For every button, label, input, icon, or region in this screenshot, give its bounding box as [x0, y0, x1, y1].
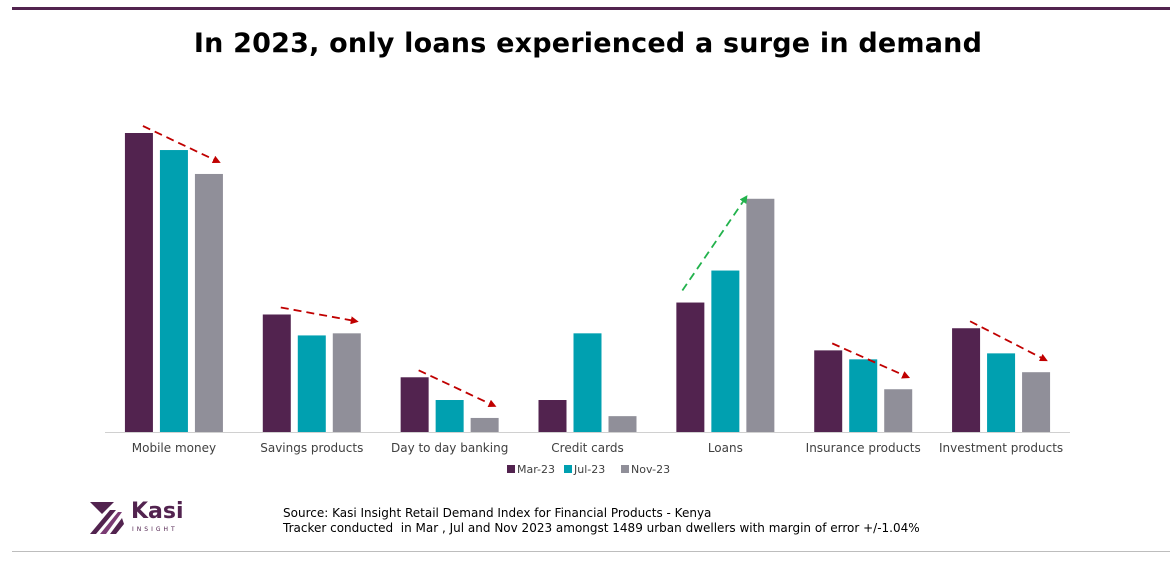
legend-swatch-jul-23 — [564, 465, 572, 473]
bar-nov-23-0 — [194, 173, 223, 432]
bar-jul-23-0 — [159, 150, 188, 432]
bar-nov-23-5 — [884, 389, 913, 432]
kasi-logo: Kasi INSIGHT — [88, 500, 198, 540]
x-axis-labels: Mobile money Savings products Day to day b… — [132, 441, 1063, 455]
bar-mar-23-1 — [262, 314, 291, 432]
bottom-rule — [12, 551, 1170, 552]
bar-jul-23-6 — [987, 353, 1016, 432]
trend-arrow-down-0 — [142, 125, 221, 164]
bar-nov-23-4 — [746, 198, 775, 432]
legend-label-jul-23: Jul-23 — [573, 463, 605, 476]
bar-mar-23-3 — [538, 400, 567, 432]
bars-group — [124, 133, 1051, 432]
bar-jul-23-2 — [435, 400, 464, 432]
bar-jul-23-4 — [711, 270, 740, 432]
x-tick-label: Investment products — [939, 441, 1063, 455]
trend-arrow-down-2 — [418, 369, 497, 408]
chart-title: In 2023, only loans experienced a surge … — [193, 28, 983, 59]
bar-mar-23-2 — [400, 377, 429, 432]
x-tick-label: Credit cards — [551, 441, 623, 455]
trend-arrows-group — [142, 125, 1048, 408]
legend-swatch-mar-23 — [507, 465, 515, 473]
x-tick-label: Loans — [708, 441, 743, 455]
source-line-1: Source: Kasi Insight Retail Demand Index… — [283, 506, 712, 520]
logo-wordmark: Kasi — [131, 499, 184, 524]
trend-arrow-down-1 — [280, 306, 359, 325]
bar-mar-23-5 — [814, 350, 843, 432]
bar-chart: Mobile money Savings products Day to day b… — [105, 125, 1070, 476]
bar-nov-23-3 — [608, 416, 637, 432]
legend-label-nov-23: Nov-23 — [631, 463, 670, 476]
x-tick-label: Day to day banking — [391, 441, 508, 455]
bar-jul-23-1 — [297, 335, 326, 432]
x-tick-label: Insurance products — [806, 441, 921, 455]
x-tick-label: Savings products — [260, 441, 363, 455]
logo-tagline: INSIGHT — [132, 526, 178, 533]
bar-jul-23-3 — [573, 333, 602, 432]
bar-nov-23-6 — [1022, 372, 1051, 432]
source-note: Source: Kasi Insight Retail Demand Index… — [283, 506, 920, 536]
trend-arrow-up-4 — [681, 195, 748, 292]
bar-mar-23-0 — [124, 133, 153, 432]
source-line-2: Tracker conducted in Mar , Jul and Nov 2… — [283, 521, 920, 535]
top-rule — [12, 7, 1170, 10]
kasi-logo-icon — [90, 502, 124, 534]
bar-nov-23-2 — [470, 417, 499, 432]
x-tick-label: Mobile money — [132, 441, 216, 455]
legend-swatch-nov-23 — [621, 465, 629, 473]
bar-mar-23-4 — [676, 302, 705, 432]
trend-arrow-down-6 — [969, 320, 1048, 362]
legend: Mar-23 Jul-23 Nov-23 — [507, 463, 670, 476]
bar-jul-23-5 — [849, 359, 878, 432]
bar-mar-23-6 — [952, 328, 981, 432]
bar-nov-23-1 — [332, 333, 361, 432]
trend-arrow-down-5 — [831, 342, 911, 379]
legend-label-mar-23: Mar-23 — [517, 463, 555, 476]
